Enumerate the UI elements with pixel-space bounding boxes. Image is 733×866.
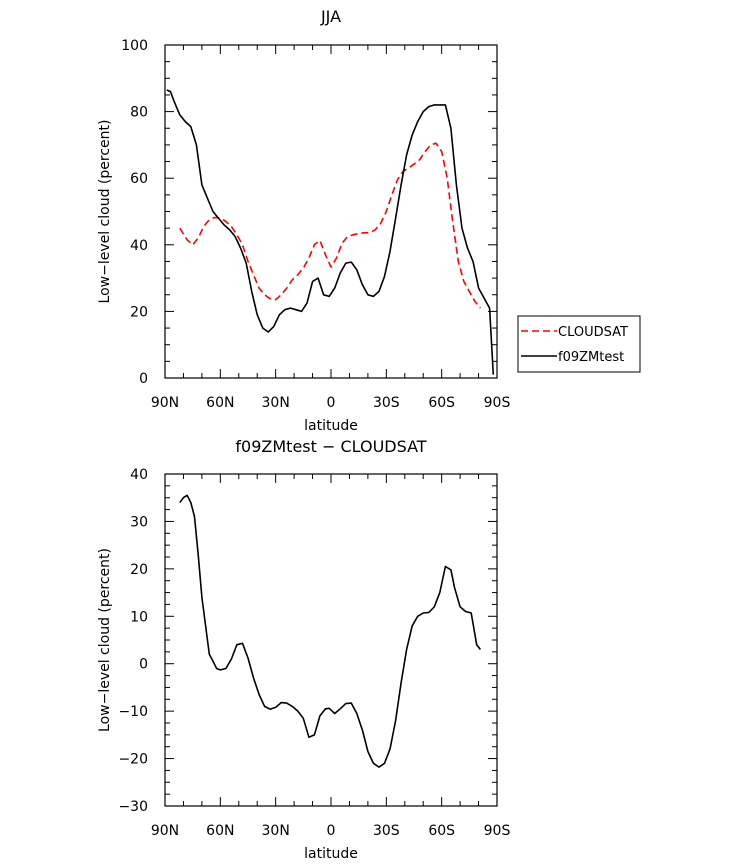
x-tick-label: 0 [327,823,336,839]
y-tick-label: 40 [130,467,148,483]
x-tick-label: 30S [373,823,400,839]
legend-box [517,315,641,373]
y-tick-label: −10 [118,704,148,720]
plot-frame [164,44,498,379]
x-tick-label: 0 [327,395,336,411]
x-tick-label: 90N [151,395,179,411]
y-tick-label: 20 [130,562,148,578]
y-tick-label: 60 [130,171,148,187]
y-tick-label: 40 [130,238,148,254]
y-tick-label: 30 [130,514,148,530]
series-line-cloudsat [179,142,482,309]
y-tick-label: 0 [139,657,148,673]
legend-label: CLOUDSAT [558,325,628,340]
difference-line [179,494,482,768]
y-axis-title: Low−level cloud (percent) [97,548,113,732]
x-tick-label: 90S [484,823,511,839]
plot-frame [164,473,498,807]
legend-label: f09ZMtest [558,350,624,365]
x-tick-label: 60S [428,823,455,839]
x-tick-label: 60N [206,395,234,411]
legend: CLOUDSAT f09ZMtest [517,315,641,373]
chart-title: JJA [320,7,341,26]
x-tick-label: 60N [206,823,234,839]
y-tick-label: 80 [130,105,148,121]
x-axis-title: latitude [304,418,358,434]
chart-bottom-panel: 90N 60N 30N 0 30S 60S 90S −30 −20 −10 0 10 20 30 40 f09… [97,437,510,862]
x-tick-label: 30N [262,395,290,411]
series-line-f09zmtest [166,89,495,375]
y-tick-label: 10 [130,609,148,625]
x-tick-label: 30N [262,823,290,839]
chart-title: f09ZMtest − CLOUDSAT [235,437,426,456]
y-tick-label: 20 [130,304,148,320]
x-tick-label: 90S [484,395,511,411]
x-tick-label: 90N [151,823,179,839]
chart-top-panel: 90N 60N 30N 0 30S 60S 90S 0 20 40 60 80 100 JJA latitu… [97,7,510,434]
y-tick-label: 0 [139,371,148,387]
y-axis-title: Low−level cloud (percent) [97,120,113,304]
x-tick-label: 60S [428,395,455,411]
y-tick-label: 100 [121,38,148,54]
x-tick-label: 30S [373,395,400,411]
y-tick-label: −30 [118,799,148,815]
x-axis-title: latitude [304,846,358,862]
y-tick-label: −20 [118,752,148,768]
